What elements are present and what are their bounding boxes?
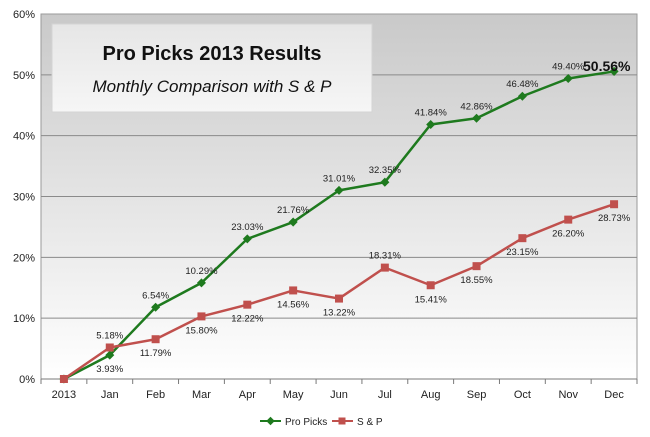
data-point xyxy=(242,234,252,244)
legend-marker-pro-picks xyxy=(266,416,275,426)
data-point xyxy=(105,350,115,360)
series-layer: 3.93% 6.54% 10.29% 23.03% 21.76% 31.01% 32.35%… xyxy=(59,61,631,384)
x-tick-label: Feb xyxy=(146,389,165,401)
data-label: 14.56% xyxy=(277,299,310,310)
x-axis: 2013 Jan Feb Mar Apr May Jun Jul Aug Sep Oct Nov Dec xyxy=(40,378,638,401)
data-point xyxy=(335,294,343,303)
data-point xyxy=(243,300,252,309)
y-tick-label: 0% xyxy=(19,374,35,386)
data-label: 26.20% xyxy=(552,229,585,240)
x-tick-label: May xyxy=(283,389,304,401)
data-label: 13.22% xyxy=(323,308,356,319)
y-tick-label: 40% xyxy=(13,131,35,143)
data-label: 3.93% xyxy=(96,364,123,375)
y-tick-label: 20% xyxy=(13,252,35,264)
data-point xyxy=(197,312,206,321)
data-point xyxy=(610,200,619,209)
y-axis: 0% 10% 20% 30% 40% 50% 60% xyxy=(13,9,35,386)
y-tick-label: 50% xyxy=(13,70,35,82)
data-label: 49.40% xyxy=(552,61,585,72)
legend-label-pro-picks: Pro Picks xyxy=(285,417,327,428)
legend-label-sp: S & P xyxy=(357,417,383,428)
x-tick-label: Jul xyxy=(378,389,392,401)
data-label: 46.48% xyxy=(506,79,539,90)
data-point xyxy=(426,281,435,290)
data-point xyxy=(518,234,527,243)
title-box: Pro Picks 2013 Results Monthly Compariso… xyxy=(51,23,373,113)
data-label: 5.18% xyxy=(96,330,123,341)
data-point xyxy=(151,302,161,312)
x-tick-label: Jan xyxy=(101,389,119,401)
legend: Pro Picks S & P xyxy=(260,416,383,428)
data-point xyxy=(564,215,573,224)
data-point xyxy=(289,286,298,295)
data-label: 10.29% xyxy=(185,266,218,277)
x-tick-label: Oct xyxy=(514,389,531,401)
data-point xyxy=(472,113,482,123)
x-tick-label: 2013 xyxy=(52,389,76,401)
chart-subtitle: Monthly Comparison with S & P xyxy=(92,77,332,96)
data-label: 15.80% xyxy=(185,325,218,336)
data-label: 12.22% xyxy=(231,314,264,325)
data-point xyxy=(380,263,389,272)
data-label: 23.15% xyxy=(506,247,539,258)
data-point xyxy=(151,335,160,344)
data-label: 31.01% xyxy=(323,173,356,184)
final-value-label: 50.56% xyxy=(583,58,631,74)
data-label: 32.35% xyxy=(369,165,402,176)
x-tick-label: Jun xyxy=(330,389,348,401)
data-point xyxy=(105,343,114,352)
data-point xyxy=(609,66,619,76)
legend-marker-sp xyxy=(338,417,346,425)
data-label: 41.84% xyxy=(415,107,448,118)
y-tick-label: 60% xyxy=(13,9,35,21)
x-tick-label: Apr xyxy=(239,389,256,401)
x-tick-label: Aug xyxy=(421,389,441,401)
data-label: 23.03% xyxy=(231,222,264,233)
x-tick-label: Sep xyxy=(467,389,487,401)
data-label: 15.41% xyxy=(415,294,448,305)
data-label: 18.31% xyxy=(369,251,402,262)
series-1: 5.18% 11.79% 15.80% 12.22% 14.56% 13.22% 18.31… xyxy=(59,200,631,383)
data-label: 18.55% xyxy=(460,275,493,286)
x-tick-label: Dec xyxy=(604,389,624,401)
x-tick-label: Mar xyxy=(192,389,211,401)
data-point xyxy=(196,278,206,288)
data-label: 11.79% xyxy=(140,348,172,359)
data-label: 42.86% xyxy=(460,101,493,112)
data-point xyxy=(288,217,298,227)
data-label: 21.76% xyxy=(277,205,310,216)
data-label: 28.73% xyxy=(598,213,631,224)
y-tick-label: 30% xyxy=(13,192,35,204)
data-point xyxy=(59,375,68,383)
x-tick-label: Nov xyxy=(558,389,578,401)
data-point xyxy=(472,262,481,271)
data-label: 6.54% xyxy=(142,290,169,301)
y-tick-label: 10% xyxy=(13,313,35,325)
chart-title: Pro Picks 2013 Results xyxy=(102,43,321,65)
series-0: 3.93% 6.54% 10.29% 23.03% 21.76% 31.01% 32.35%… xyxy=(59,61,619,384)
